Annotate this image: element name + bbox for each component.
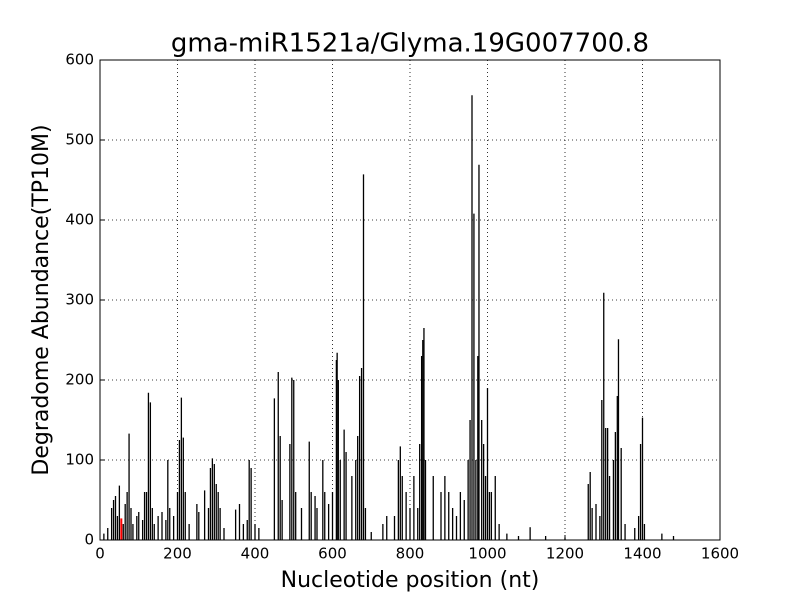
plot-frame <box>99 59 721 541</box>
x-tick-label: 400 <box>241 545 270 563</box>
y-tick-label: 300 <box>65 291 94 309</box>
x-tick-label: 1600 <box>701 545 739 563</box>
x-tick-label: 0 <box>95 545 105 563</box>
y-tick-label: 600 <box>65 51 94 69</box>
x-tick-label: 600 <box>318 545 347 563</box>
x-tick-label: 1200 <box>546 545 584 563</box>
x-tick-label: 1000 <box>468 545 506 563</box>
x-tick-label: 800 <box>396 545 425 563</box>
y-tick-label: 400 <box>65 211 94 229</box>
x-tick-label: 1400 <box>623 545 661 563</box>
y-tick-label: 100 <box>65 451 94 469</box>
chart-title: gma-miR1521a/Glyma.19G007700.8 <box>171 29 649 59</box>
y-axis-label: Degradome Abundance(TP10M) <box>29 124 54 475</box>
x-tick-label: 200 <box>163 545 192 563</box>
x-axis-label: Nucleotide position (nt) <box>281 568 540 593</box>
y-tick-label: 500 <box>65 131 94 149</box>
y-tick-label: 200 <box>65 371 94 389</box>
y-tick-label: 0 <box>84 531 94 549</box>
